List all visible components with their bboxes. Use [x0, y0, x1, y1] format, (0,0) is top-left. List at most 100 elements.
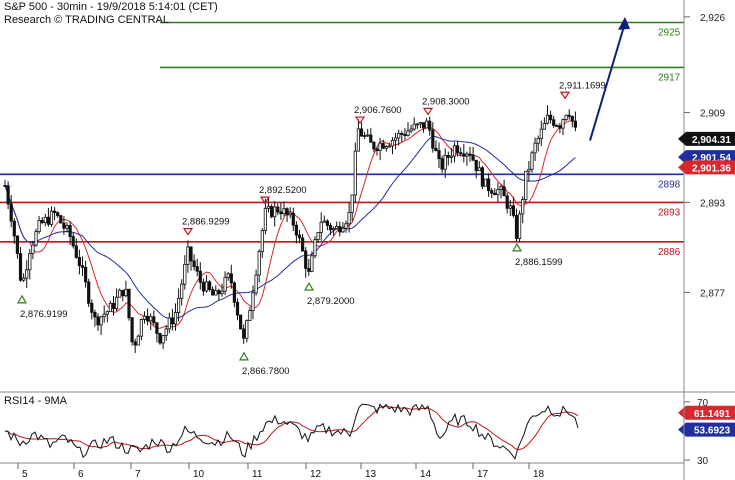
candle-body	[331, 228, 336, 231]
rsi-badge-label: 61.1491	[694, 409, 731, 420]
candle-body	[65, 225, 69, 229]
candle-body	[564, 114, 568, 120]
candle-body	[490, 190, 494, 194]
candle-body	[552, 119, 556, 126]
candle-body	[142, 315, 147, 320]
x-tick-label: 12	[310, 469, 322, 480]
level-label: 2886	[658, 247, 681, 258]
candle-body	[28, 253, 32, 271]
candle-body	[229, 273, 233, 284]
candle-body	[189, 246, 193, 262]
candle-body	[555, 125, 559, 127]
candle-body	[434, 147, 438, 152]
candle-body	[93, 311, 97, 318]
candle-body	[573, 120, 578, 128]
candle-body	[521, 199, 525, 215]
candle-body	[149, 316, 153, 322]
candle-body	[561, 119, 565, 129]
candle-body	[121, 289, 125, 297]
candle-body	[183, 263, 187, 285]
candle-body	[440, 158, 444, 170]
candle-body	[366, 134, 370, 137]
candle-body	[96, 316, 100, 326]
candle-body	[238, 314, 243, 330]
candle-body	[59, 215, 63, 224]
candle-body	[397, 132, 401, 139]
candle-body	[431, 129, 435, 149]
low-label: 2,876.9199	[20, 309, 68, 320]
candle-body	[297, 234, 302, 239]
chart-subtitle: Research © TRADING CENTRAL	[4, 14, 169, 26]
candle-body	[545, 114, 550, 124]
candle-body	[530, 152, 534, 170]
candle-body	[310, 255, 314, 272]
candle-body	[300, 237, 305, 252]
rsi-line	[4, 403, 579, 460]
candle-body	[124, 288, 128, 297]
candle-body	[356, 128, 361, 152]
candle-body	[418, 122, 423, 125]
candle-body	[15, 235, 20, 255]
candle-body	[558, 125, 562, 129]
candle-body	[542, 122, 547, 130]
candle-body	[375, 148, 379, 152]
candle-body	[139, 319, 143, 337]
candle-body	[384, 146, 388, 149]
candle-body	[393, 137, 398, 141]
candle-body	[341, 227, 345, 233]
level-label: 2917	[658, 72, 681, 83]
rsi-badge	[678, 405, 735, 420]
x-tick-label: 7	[135, 469, 141, 480]
candle-body	[257, 251, 261, 276]
high-marker	[182, 227, 194, 236]
level-label: 2925	[658, 27, 681, 38]
candle-body	[570, 115, 574, 122]
candle-body	[152, 316, 156, 324]
candle-body	[505, 195, 509, 209]
candle-body	[180, 283, 184, 299]
candle-body	[84, 266, 88, 283]
candle-body	[214, 290, 218, 296]
high-label: 2,892.5200	[259, 185, 307, 196]
candle-body	[446, 155, 450, 158]
candle-body	[18, 253, 23, 281]
candle-body	[455, 145, 460, 154]
candle-body	[71, 236, 75, 247]
price-badge-label: 2,901.36	[692, 163, 731, 174]
candle-body	[511, 205, 516, 216]
candle-body	[195, 266, 199, 272]
x-tick-label: 18	[533, 469, 545, 480]
candle-body	[390, 139, 395, 147]
candle-body	[105, 311, 109, 315]
candle-body	[474, 159, 478, 172]
candle-body	[369, 134, 373, 143]
slow-ma-line	[4, 136, 576, 320]
candle-body	[471, 154, 475, 161]
high-label: 2,886.9299	[182, 217, 230, 228]
low-marker	[303, 281, 315, 291]
candle-body	[403, 134, 407, 136]
price-badge	[678, 160, 735, 175]
candle-body	[155, 322, 159, 334]
candle-body	[359, 128, 364, 137]
level-label: 2893	[658, 207, 681, 218]
candle-body	[527, 168, 531, 172]
candle-body	[437, 150, 441, 160]
candle-body	[176, 297, 181, 313]
x-tick-label: 6	[78, 469, 84, 480]
fast-ma-line	[4, 120, 576, 329]
candle-body	[350, 194, 354, 213]
candlesticks	[3, 105, 578, 354]
candle-body	[493, 192, 497, 196]
arrow-shaft	[589, 22, 626, 141]
candle-body	[211, 289, 215, 296]
candle-body	[273, 206, 277, 218]
candle-body	[443, 155, 447, 170]
x-tick-label: 14	[420, 469, 432, 480]
candle-body	[46, 216, 51, 225]
candle-body	[449, 155, 454, 158]
price-badge	[678, 131, 735, 146]
candle-body	[136, 335, 140, 346]
candle-body	[235, 301, 240, 316]
